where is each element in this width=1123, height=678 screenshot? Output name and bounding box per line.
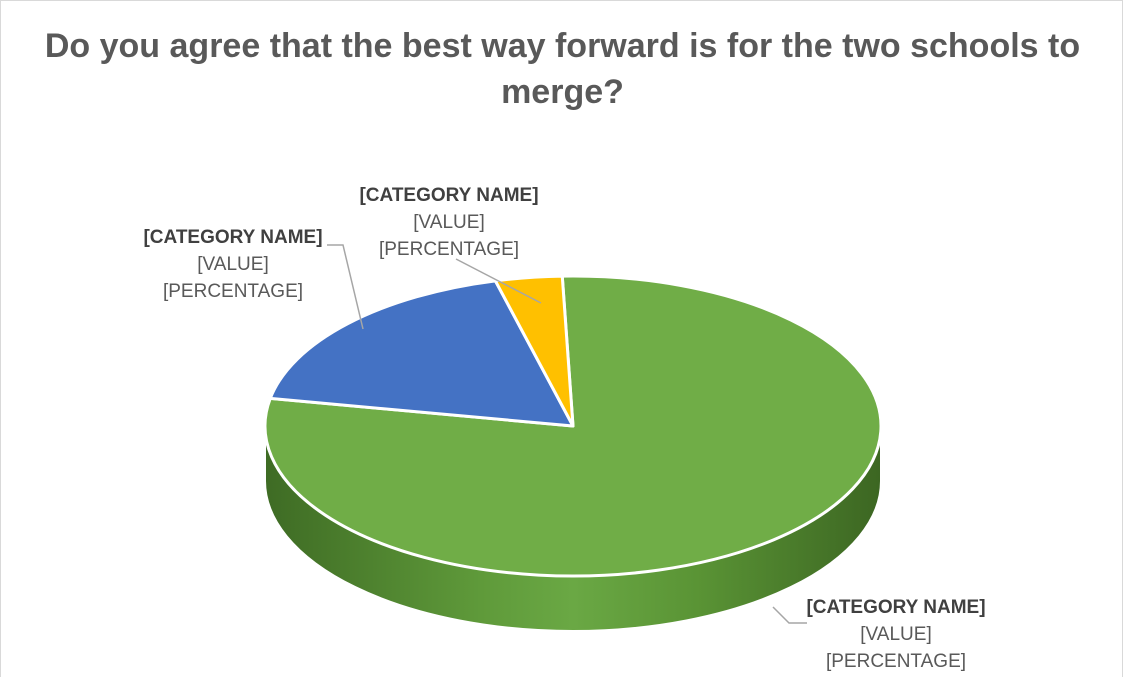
leader-line-0 — [772, 606, 807, 624]
leader-line-2 — [455, 258, 542, 304]
data-label-percentage-2: [PERCENTAGE] — [379, 239, 519, 260]
pie-slice-1[interactable] — [268, 279, 575, 428]
data-label-percentage-1: [PERCENTAGE] — [163, 281, 303, 302]
data-label-value-2: [VALUE] — [413, 212, 484, 233]
leader-line-1 — [327, 244, 364, 330]
data-label-category-1: [CATEGORY NAME] — [143, 227, 322, 248]
data-label-value-1: [VALUE] — [197, 254, 268, 275]
data-label-category-2: [CATEGORY NAME] — [359, 185, 538, 206]
pie-slice-2[interactable] — [493, 274, 575, 428]
chart-title: Do you agree that the best way forward i… — [44, 27, 1081, 111]
data-label-percentage-0: [PERCENTAGE] — [826, 651, 966, 672]
data-label-category-0: [CATEGORY NAME] — [806, 597, 985, 618]
data-label-value-0: [VALUE] — [860, 624, 931, 645]
